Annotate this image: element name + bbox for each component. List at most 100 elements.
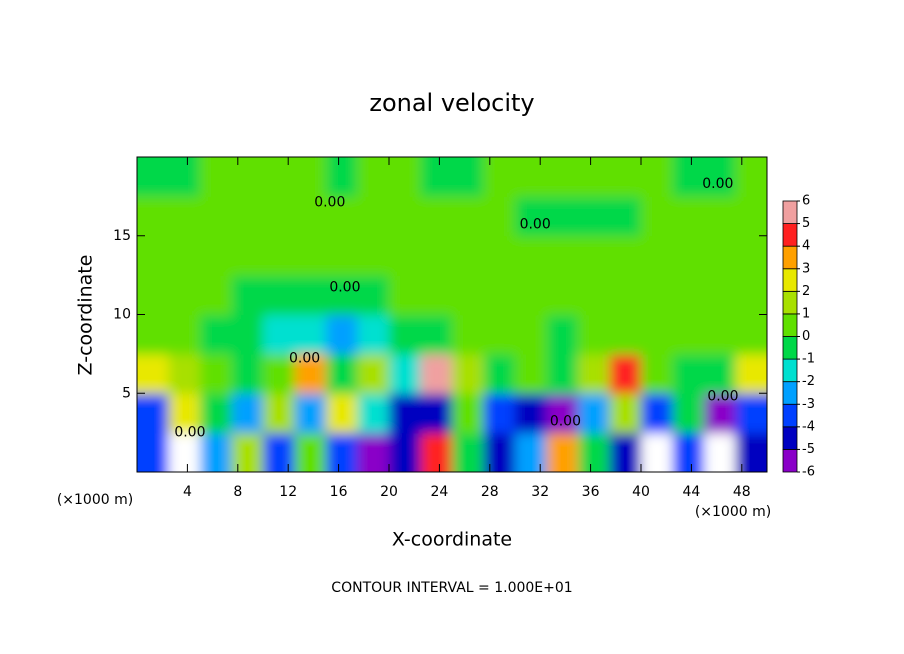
field-cell: [546, 196, 579, 237]
field-cell: [137, 314, 170, 355]
field-cell: [735, 157, 767, 197]
field-cell: [326, 157, 359, 197]
field-cell: [483, 432, 516, 472]
x-tick-label: 4: [183, 484, 192, 500]
field-cell: [357, 432, 390, 472]
field-cell: [200, 432, 233, 472]
field-cell: [578, 235, 611, 276]
colorbar-swatch: [782, 449, 798, 473]
field-cell: [452, 157, 485, 197]
field-cell: [578, 157, 611, 197]
field-cell: [672, 432, 705, 472]
field-cell: [168, 353, 201, 394]
field-cell: [137, 235, 170, 276]
field-cell: [200, 235, 233, 276]
field-cell: [578, 393, 611, 434]
x-tick-label: 24: [430, 484, 448, 500]
field-cell: [326, 432, 359, 472]
field-cell: [483, 393, 516, 434]
field-cell: [578, 353, 611, 394]
field-clip: [137, 157, 767, 472]
y-unit: (×1000 m): [57, 492, 133, 508]
footer: CONTOUR INTERVAL = 1.000E+01: [331, 580, 572, 596]
field-cell: [672, 314, 705, 355]
chart-title: zonal velocity: [369, 89, 534, 117]
field-cell: [137, 393, 170, 434]
field-cell: [641, 314, 674, 355]
field-cell: [641, 353, 674, 394]
field-cell: [641, 432, 674, 472]
field-cell: [515, 235, 548, 276]
field-cell: [326, 353, 359, 394]
field-cell: [389, 393, 422, 434]
colorbar-tick-label: 3: [802, 261, 810, 276]
field-cell: [704, 353, 737, 394]
contour-label: 0.00: [520, 217, 551, 233]
field-cell: [735, 393, 767, 434]
field-cell: [641, 235, 674, 276]
field-cell: [357, 157, 390, 197]
field-cell: [515, 393, 548, 434]
field-cell: [326, 275, 359, 316]
field-cell: [546, 353, 579, 394]
colorbar-tick-label: -2: [802, 374, 815, 389]
field-cell: [578, 314, 611, 355]
field-cell: [263, 393, 296, 434]
colorbar-tick-label: 0: [802, 329, 810, 344]
field-cell: [704, 196, 737, 237]
field-cell: [420, 196, 453, 237]
field-cell: [294, 353, 327, 394]
field-cell: [263, 196, 296, 237]
field-cell: [452, 275, 485, 316]
field-cell: [263, 314, 296, 355]
field-cell: [452, 353, 485, 394]
field-cell: [389, 353, 422, 394]
colorbar-tick-label: -6: [802, 465, 815, 480]
field-cell: [389, 314, 422, 355]
field-cell: [546, 235, 579, 276]
x-tick-label: 32: [531, 484, 549, 500]
field-cell: [294, 235, 327, 276]
colorbar-swatch: [782, 223, 798, 247]
field-cell: [672, 235, 705, 276]
colorbar-tick-label: -5: [802, 442, 815, 457]
field-cell: [263, 353, 296, 394]
field-cell: [483, 314, 516, 355]
colorbar-swatch: [782, 245, 798, 270]
field-cell: [672, 353, 705, 394]
field-cell: [483, 196, 516, 237]
field-cell: [515, 157, 548, 197]
field-cell: [168, 393, 201, 434]
field-cell: [546, 157, 579, 197]
field-cell: [578, 432, 611, 472]
field-cell: [515, 432, 548, 472]
colorbar-tick-label: 4: [802, 239, 810, 254]
contour-label: 0.00: [550, 414, 581, 430]
contour-label: 0.00: [174, 425, 205, 441]
field-cell: [389, 432, 422, 472]
field-cell: [609, 196, 642, 237]
field-cell: [168, 157, 201, 197]
field-cell: [641, 275, 674, 316]
field-cell: [546, 432, 579, 472]
field-cell: [609, 157, 642, 197]
field-cell: [357, 275, 390, 316]
field-cell: [231, 393, 264, 434]
field-cell: [357, 314, 390, 355]
field-cell: [231, 432, 264, 472]
field-cell: [231, 353, 264, 394]
field-cell: [515, 275, 548, 316]
x-tick-label: 20: [380, 484, 398, 500]
field-cell: [704, 314, 737, 355]
field-cell: [231, 196, 264, 237]
field-cell: [609, 314, 642, 355]
field-cell: [231, 314, 264, 355]
field-cell: [357, 196, 390, 237]
field-cell: [641, 196, 674, 237]
field-cell: [200, 393, 233, 434]
field-cell: [263, 157, 296, 197]
field-cell: [420, 314, 453, 355]
contour-label: 0.00: [314, 195, 345, 211]
x-tick-label: 40: [632, 484, 650, 500]
x-tick-label: 48: [733, 484, 751, 500]
